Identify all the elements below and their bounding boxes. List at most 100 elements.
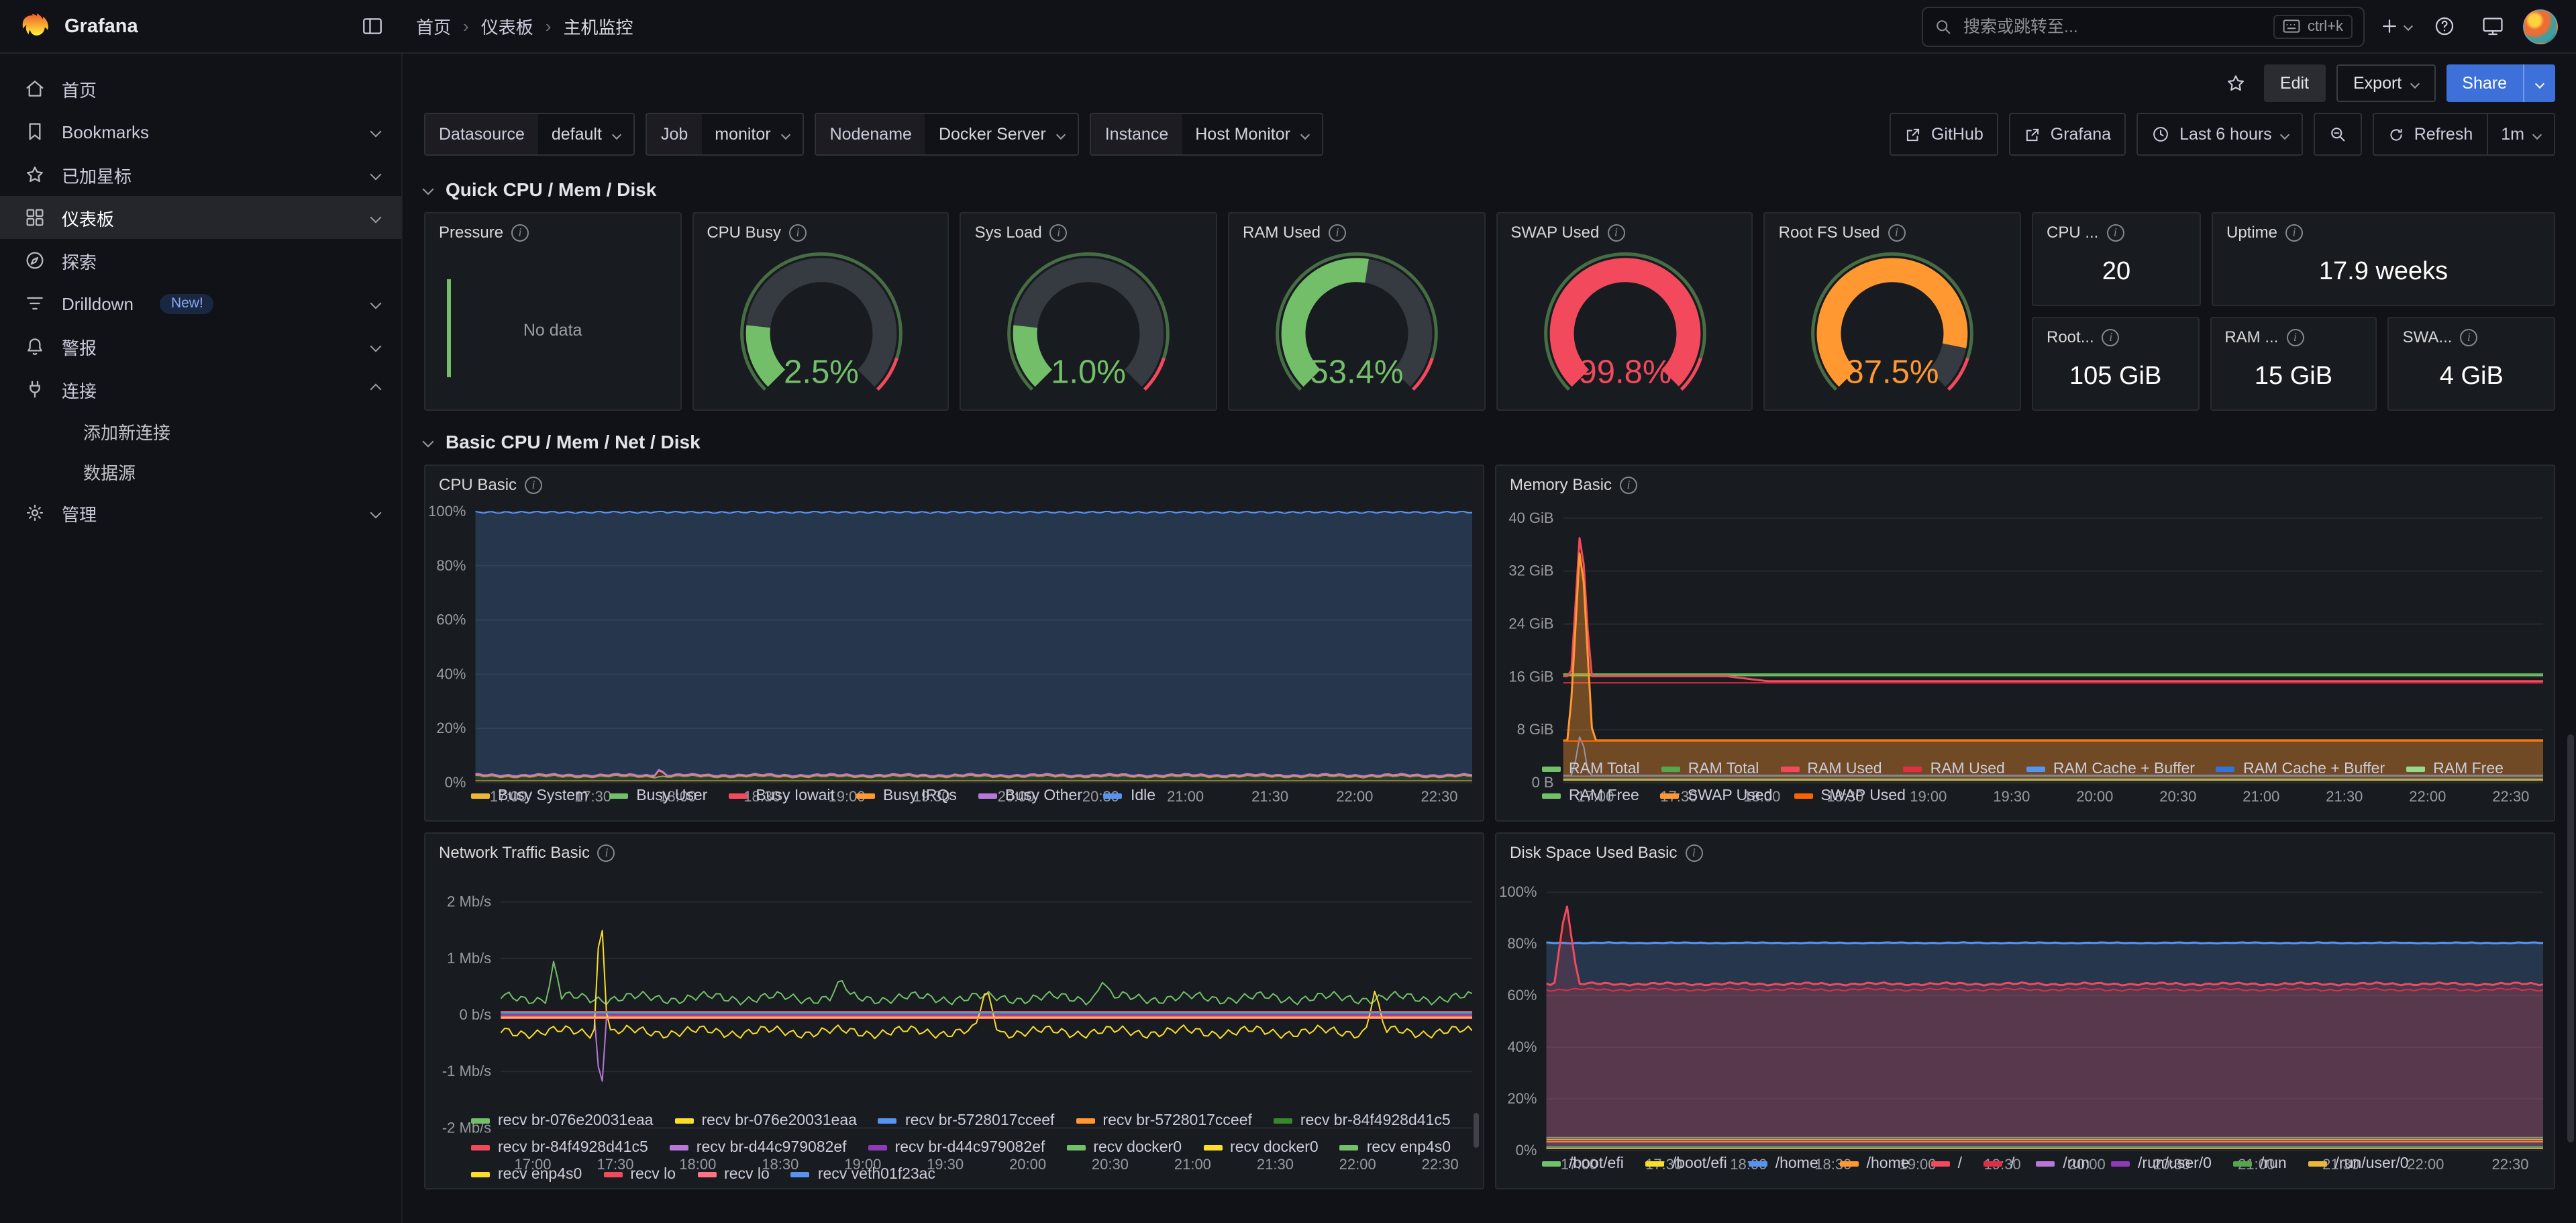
variable-datasource[interactable]: Datasource default xyxy=(424,113,635,156)
panel-header[interactable]: Memory Basic i xyxy=(1496,466,2554,503)
info-icon[interactable]: i xyxy=(789,224,807,241)
panel-header[interactable]: Network Traffic Basic i xyxy=(425,834,1483,871)
breadcrumb-dashboards[interactable]: 仪表板 xyxy=(480,17,533,38)
network-traffic-chart[interactable]: -2 Mb/s -1 Mb/s 0 b/s 1 Mb/s 2 Mb/s 17:00 17:3… xyxy=(425,871,1483,1173)
sidebar-item-dashboards[interactable]: 仪表板 xyxy=(0,196,401,239)
grafana-link-button[interactable]: Grafana xyxy=(2008,113,2126,156)
legend-item[interactable]: recv enp4s0 xyxy=(471,1161,582,1188)
sidebar-item-add-connection[interactable]: 添加新连接 xyxy=(83,422,171,442)
refresh-button[interactable]: Refresh xyxy=(2374,114,2487,154)
panel-header[interactable]: Pressure i xyxy=(425,213,680,251)
row-basic-cpu-mem-net-disk[interactable]: Basic CPU / Mem / Net / Disk xyxy=(422,424,2555,459)
legend-item[interactable]: / xyxy=(1983,1151,2014,1177)
disk-space-chart[interactable]: 0%20%40%60%80%100%17:0017:3018:0018:3019… xyxy=(1496,871,2554,1173)
breadcrumb-home[interactable]: 首页 xyxy=(416,17,452,38)
legend-item[interactable]: /run/user/0 xyxy=(2308,1151,2409,1177)
info-icon[interactable]: i xyxy=(1049,224,1068,241)
legend-item[interactable]: Busy IRQs xyxy=(856,783,957,810)
github-link-button[interactable]: GitHub xyxy=(1889,113,1998,156)
legend-item[interactable]: recv br-d44c979082ef xyxy=(868,1134,1045,1161)
panel-header[interactable]: Sys Load i xyxy=(962,213,1216,251)
sidebar-item-administration[interactable]: 管理 xyxy=(0,491,401,534)
info-icon[interactable]: i xyxy=(1888,224,1906,241)
legend-item[interactable]: /run xyxy=(2036,1151,2090,1177)
variable-job[interactable]: Job monitor xyxy=(646,113,805,156)
panel-header[interactable]: RAM Used i xyxy=(1229,213,1484,251)
grafana-logo[interactable] xyxy=(21,11,51,41)
row-quick-cpu-mem-disk[interactable]: Quick CPU / Mem / Disk xyxy=(422,172,2555,207)
share-button[interactable]: Share xyxy=(2446,64,2555,102)
legend-item[interactable]: recv br-076e20031eaa xyxy=(674,1108,857,1134)
legend-item[interactable]: recv docker0 xyxy=(1066,1134,1182,1161)
legend-item[interactable]: /run xyxy=(2233,1151,2287,1177)
legend-item[interactable]: recv br-84f4928d41c5 xyxy=(471,1134,648,1161)
legend-item[interactable]: SWAP Used xyxy=(1660,783,1772,810)
panel-header[interactable]: RAM ... i xyxy=(2211,318,2375,356)
info-icon[interactable]: i xyxy=(1685,844,1703,861)
legend-item[interactable]: / xyxy=(1930,1151,1962,1177)
export-button[interactable]: Export xyxy=(2336,64,2436,102)
variable-nodename[interactable]: Nodename Docker Server xyxy=(815,113,1080,156)
info-icon[interactable]: i xyxy=(2286,328,2304,346)
legend-item[interactable]: RAM Free xyxy=(1542,783,1639,810)
sidebar-item-home[interactable]: 首页 xyxy=(0,67,401,110)
legend-item[interactable]: RAM Cache + Buffer xyxy=(2216,756,2385,783)
panel-header[interactable]: Root... i xyxy=(2033,318,2198,356)
legend-item[interactable]: /boot/efi xyxy=(1645,1151,1727,1177)
info-icon[interactable]: i xyxy=(2285,224,2304,241)
legend-item[interactable]: recv enp4s0 xyxy=(1339,1134,1451,1161)
panel-header[interactable]: CPU ... i xyxy=(2033,213,2200,251)
legend-item[interactable]: Busy Iowait xyxy=(729,783,835,810)
sidebar-item-bookmarks[interactable]: Bookmarks xyxy=(0,110,401,153)
legend-item[interactable]: RAM Used xyxy=(1780,756,1882,783)
legend-item[interactable]: RAM Free xyxy=(2406,756,2504,783)
panel-header[interactable]: CPU Basic i xyxy=(425,466,1483,503)
sidebar-item-explore[interactable]: 探索 xyxy=(0,239,401,282)
panel-header[interactable]: Uptime i xyxy=(2213,213,2554,251)
legend-item[interactable]: recv lo xyxy=(697,1161,770,1188)
sidebar-item-alerting[interactable]: 警报 xyxy=(0,325,401,368)
variable-instance[interactable]: Instance Host Monitor xyxy=(1090,113,1324,156)
edit-button[interactable]: Edit xyxy=(2263,64,2325,102)
kiosk-mode-button[interactable] xyxy=(2475,7,2510,45)
panel-header[interactable]: CPU Busy i xyxy=(693,213,947,251)
legend-item[interactable]: recv br-5728017cceef xyxy=(1076,1108,1252,1134)
refresh-interval-picker[interactable]: 1m xyxy=(2486,114,2554,154)
legend-item[interactable]: recv br-5728017cceef xyxy=(878,1108,1054,1134)
info-icon[interactable]: i xyxy=(597,844,615,861)
panel-header[interactable]: SWA... i xyxy=(2389,318,2554,356)
share-options-button[interactable] xyxy=(2523,64,2555,102)
sidebar-item-connections[interactable]: 连接 xyxy=(0,368,401,411)
info-icon[interactable]: i xyxy=(2106,224,2124,241)
panel-header[interactable]: Disk Space Used Basic i xyxy=(1496,834,2554,871)
legend-item[interactable]: Busy System xyxy=(471,783,588,810)
legend-item[interactable]: /run/user/0 xyxy=(2111,1151,2212,1177)
panel-header[interactable]: SWAP Used i xyxy=(1497,213,1751,251)
legend-item[interactable]: recv br-84f4928d41c5 xyxy=(1273,1108,1451,1134)
legend-item[interactable]: /boot/efi xyxy=(1542,1151,1624,1177)
info-icon[interactable]: i xyxy=(1329,224,1347,241)
info-icon[interactable]: i xyxy=(1607,224,1625,241)
sidebar-item-drilldown[interactable]: Drilldown New! xyxy=(0,282,401,325)
legend-item[interactable]: recv br-076e20031eaa xyxy=(471,1108,653,1134)
info-icon[interactable]: i xyxy=(2102,328,2120,346)
search-input[interactable]: ctrl+k xyxy=(1922,6,2365,46)
page-scrollbar[interactable] xyxy=(2567,734,2574,1142)
zoom-out-button[interactable] xyxy=(2313,113,2362,156)
legend-item[interactable]: Busy Other xyxy=(978,783,1082,810)
legend-item[interactable]: Idle xyxy=(1103,783,1155,810)
legend-scrollbar[interactable] xyxy=(1474,1113,1479,1148)
panel-header[interactable]: Root FS Used i xyxy=(1765,213,2020,251)
info-icon[interactable]: i xyxy=(525,476,543,493)
legend-item[interactable]: RAM Cache + Buffer xyxy=(2026,756,2195,783)
mega-menu-toggle[interactable] xyxy=(354,7,389,45)
add-button[interactable] xyxy=(2378,7,2414,45)
info-icon[interactable]: i xyxy=(511,224,529,241)
info-icon[interactable]: i xyxy=(1620,476,1638,493)
help-button[interactable] xyxy=(2426,7,2461,45)
time-range-picker[interactable]: Last 6 hours xyxy=(2136,113,2303,156)
legend-item[interactable]: RAM Total xyxy=(1661,756,1759,783)
legend-item[interactable]: RAM Used xyxy=(1903,756,2005,783)
avatar[interactable] xyxy=(2523,9,2558,44)
